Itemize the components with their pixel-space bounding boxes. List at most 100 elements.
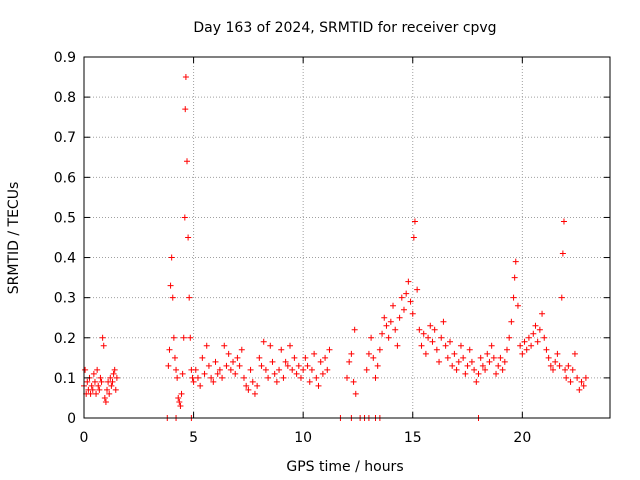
- y-tick-label: 0.9: [54, 50, 76, 66]
- data-point: [176, 398, 183, 405]
- data-point: [519, 350, 526, 357]
- data-point: [471, 366, 478, 373]
- data-point: [240, 374, 247, 381]
- data-point: [447, 338, 454, 345]
- data-point: [102, 398, 109, 405]
- y-tick-label: 0.8: [54, 90, 76, 106]
- data-point: [477, 354, 484, 361]
- data-point: [173, 366, 180, 373]
- data-point: [97, 374, 104, 381]
- data-point: [287, 342, 294, 349]
- data-point: [234, 354, 241, 361]
- data-point: [245, 386, 252, 393]
- data-point: [418, 342, 425, 349]
- data-point: [167, 282, 174, 289]
- data-point: [306, 378, 313, 385]
- data-point: [352, 390, 359, 397]
- data-point: [300, 366, 307, 373]
- data-point: [457, 342, 464, 349]
- data-point: [317, 358, 324, 365]
- data-point: [308, 366, 315, 373]
- data-point: [376, 346, 383, 353]
- data-point: [238, 346, 245, 353]
- data-point: [578, 378, 585, 385]
- data-point: [249, 378, 256, 385]
- data-point: [560, 218, 567, 225]
- data-point: [322, 354, 329, 361]
- data-point: [187, 334, 194, 341]
- data-point: [495, 362, 502, 369]
- data-point: [90, 370, 97, 377]
- data-point: [214, 370, 221, 377]
- plot-frame: [83, 56, 611, 419]
- data-point: [267, 342, 274, 349]
- data-point: [510, 294, 517, 301]
- data-point: [87, 390, 94, 397]
- data-point: [168, 254, 175, 261]
- data-point: [398, 294, 405, 301]
- data-point: [425, 334, 432, 341]
- data-point: [247, 366, 254, 373]
- data-point: [171, 354, 178, 361]
- data-point: [511, 274, 518, 281]
- data-point: [368, 334, 375, 341]
- data-point: [569, 366, 576, 373]
- data-point: [221, 342, 228, 349]
- data-point: [269, 358, 276, 365]
- data-point: [383, 322, 390, 329]
- data-point: [230, 358, 237, 365]
- data-point: [473, 378, 480, 385]
- y-tick-label: 0.5: [54, 210, 76, 226]
- data-point: [112, 386, 119, 393]
- data-point: [185, 234, 192, 241]
- data-point: [414, 286, 421, 293]
- data-point: [111, 366, 118, 373]
- data-point: [104, 386, 111, 393]
- data-point: [438, 334, 445, 341]
- y-axis-label: SRMTID / TECUs: [6, 182, 22, 295]
- data-point: [251, 390, 258, 397]
- data-point: [265, 374, 272, 381]
- data-point: [390, 302, 397, 309]
- data-point: [276, 366, 283, 373]
- data-point: [565, 362, 572, 369]
- data-point: [363, 366, 370, 373]
- data-point: [387, 318, 394, 325]
- data-point: [210, 378, 217, 385]
- data-point: [182, 106, 189, 113]
- data-point: [178, 390, 185, 397]
- data-point: [547, 362, 554, 369]
- data-point: [449, 362, 456, 369]
- data-point: [258, 362, 265, 369]
- data-point: [436, 358, 443, 365]
- data-point: [525, 334, 532, 341]
- data-point: [571, 350, 578, 357]
- data-point: [346, 358, 353, 365]
- axis-ticks: 0 0.1 0.2 0.3 0.4 0.5 0.6 0.7 0.8 0.9 0 5 10 15 20: [54, 50, 610, 446]
- data-point: [227, 366, 234, 373]
- data-point: [216, 366, 223, 373]
- data-point: [574, 374, 581, 381]
- data-point: [344, 374, 350, 381]
- data-point: [493, 370, 500, 377]
- data-point: [319, 370, 326, 377]
- data-point: [190, 378, 197, 385]
- data-point: [291, 354, 298, 361]
- data-point: [182, 74, 189, 81]
- data-point: [379, 330, 386, 337]
- data-point: [165, 362, 172, 369]
- y-tick-label: 0.4: [54, 251, 76, 267]
- data-point: [521, 338, 528, 345]
- data-point: [433, 346, 440, 353]
- data-point: [405, 278, 412, 285]
- y-tick-label: 0.7: [54, 130, 76, 146]
- data-point: [416, 326, 423, 333]
- data-point: [475, 370, 482, 377]
- data-point: [284, 362, 291, 369]
- data-point: [199, 354, 206, 361]
- data-point: [497, 354, 504, 361]
- data-point: [184, 158, 191, 165]
- data-point: [381, 314, 388, 321]
- y-tick-label: 0.2: [54, 331, 76, 347]
